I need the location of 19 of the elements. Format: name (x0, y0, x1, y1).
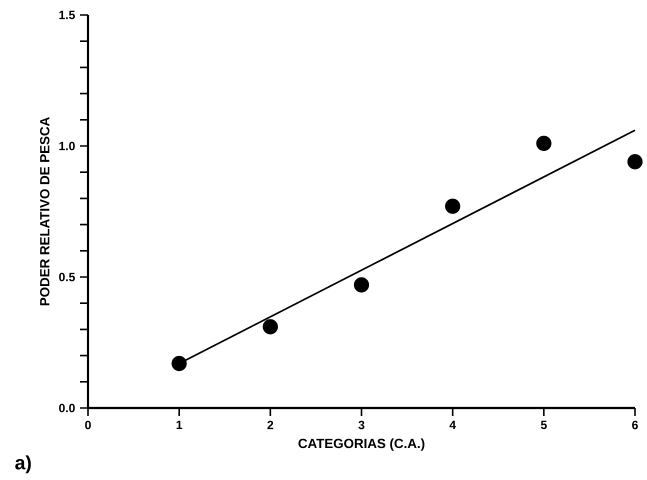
x-tick-label: 1 (176, 420, 182, 429)
x-tick-label: 3 (358, 420, 364, 430)
point (536, 136, 552, 151)
x-tick-label: 4 (450, 420, 456, 429)
x-tick-label: 2 (267, 420, 274, 430)
y-axis-title: PODER RELATIVO DE PESCA (40, 117, 50, 306)
point (172, 356, 187, 372)
x-tick-label: 5 (540, 420, 547, 430)
x-tick-label: 6 (632, 420, 638, 430)
y-tick-label: 1.0 (59, 142, 75, 150)
point (445, 198, 460, 214)
y-tick-label: 0.5 (59, 272, 75, 282)
y-tick-label: 0.0 (59, 404, 75, 412)
point (262, 319, 278, 334)
point (354, 277, 370, 292)
text: a) (15, 455, 31, 474)
x-tick-label: 0 (85, 420, 91, 430)
x-axis-title: CATEGORIAS (C.A.) (298, 438, 424, 451)
y-tick-label: 1.5 (59, 10, 75, 20)
